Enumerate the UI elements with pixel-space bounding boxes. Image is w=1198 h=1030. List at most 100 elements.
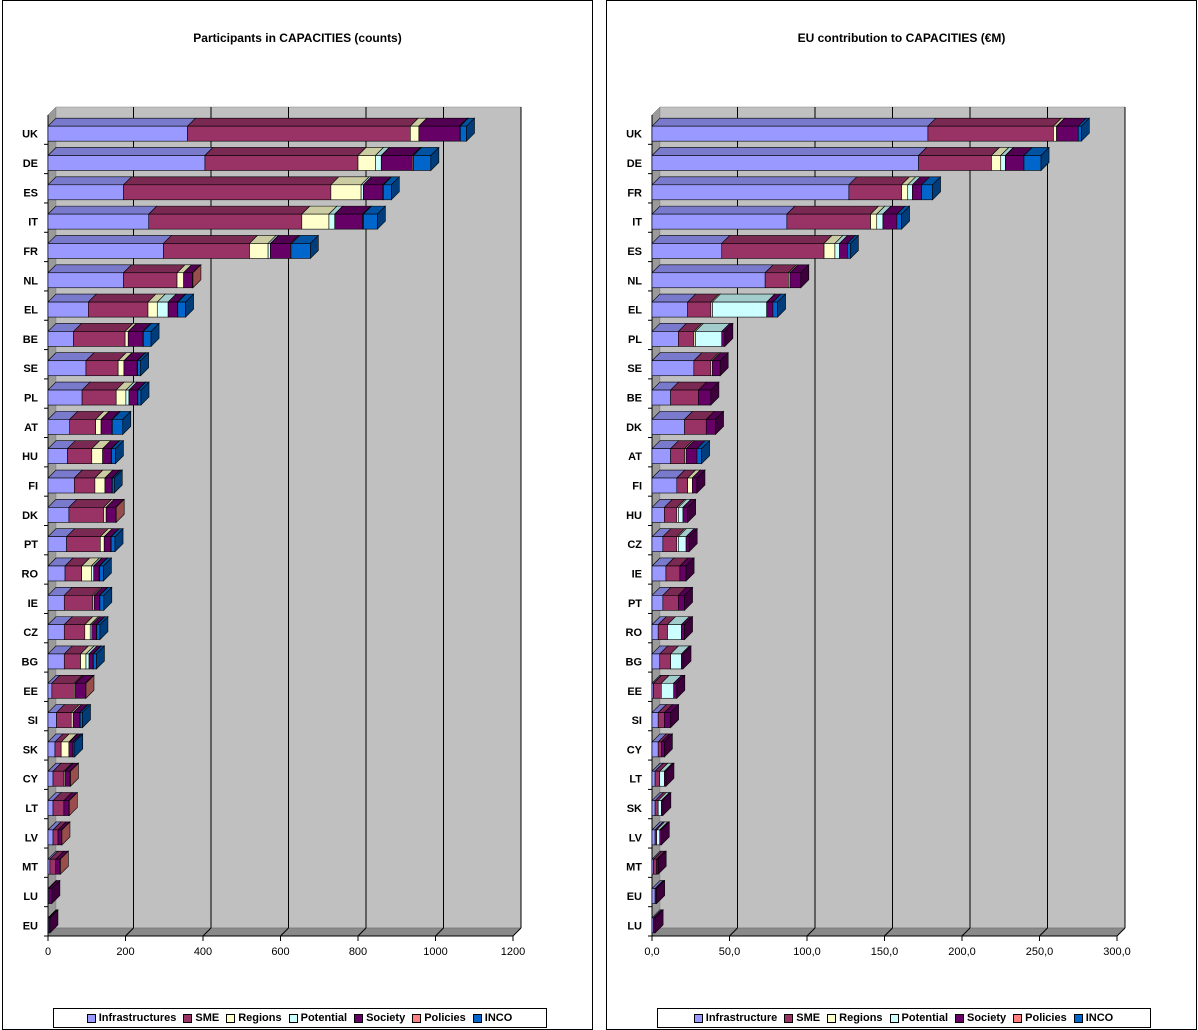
bar-segment [651,389,671,406]
bar-segment [176,272,184,289]
bar-segment [100,536,105,552]
bar-segment [103,507,107,523]
bar-end-face [682,645,692,670]
bar-segment-top [72,323,134,332]
bar-segment [204,155,359,171]
bar-segment [651,741,659,758]
gridline-depth [961,927,971,937]
bar-segment [651,800,656,816]
bar-segment [84,624,91,640]
category-label: CY [23,774,39,786]
bar-segment [918,155,992,171]
bar-segment-top [162,235,259,244]
category-label: IE [632,568,642,580]
bar-segment-top [651,176,858,186]
legend-swatch [827,1013,837,1023]
category-label: EU [627,891,642,903]
category-label: EU [23,920,38,932]
bar-segment [73,331,126,347]
bar-end-face [377,205,386,230]
bar-segment [60,741,70,758]
bar-end-face [656,879,665,905]
bar-segment [301,213,330,230]
x-tick-label: 250,0 [1026,946,1054,958]
bar-end-face [665,762,675,787]
bar-end-face [684,586,693,612]
bar-segment [670,389,699,406]
bar-segment [896,213,902,230]
bar-segment [764,272,789,289]
x-tick-label: 600 [271,946,289,958]
legend-swatch [889,1013,899,1023]
bar-segment [69,419,96,435]
bar-end-face [49,909,59,934]
bar-segment [334,213,363,230]
bar-segment [270,243,291,259]
bar-segment [670,448,685,464]
bar-segment-top [651,264,774,274]
x-tick-label: 1000 [423,946,447,958]
bar-segment [681,624,685,640]
bar-end-face [74,733,84,758]
bar-end-face [69,791,78,817]
bar-segment [80,653,87,670]
bar-segment [651,243,723,259]
bar-segment-top [651,147,928,156]
category-label: CZ [23,627,38,639]
legend-label: INCO [484,1012,513,1024]
category-label: FR [23,246,38,258]
bar-segment [91,565,95,582]
legend-label: Society [967,1012,1007,1024]
bar-segment [64,565,83,582]
bar-segment-top [47,205,158,215]
bar-segment [667,624,682,640]
bar-segment [651,565,667,582]
bar-end-face [654,909,664,934]
participants-chart-panel: Participants in CAPACITIES (counts) 0 200… [2,0,593,1030]
bar-segment [48,888,53,904]
bar-segment-top [917,147,1001,156]
bar-segment [123,272,178,289]
category-label: PL [24,393,38,405]
bar-segment-top [148,205,311,215]
bar-segment [651,477,678,494]
bar-end-face [685,557,695,582]
bar-end-face [103,557,112,582]
bar-segment [705,419,716,435]
bar-segment-top [651,352,703,362]
bar-segment [103,536,112,552]
bar-segment [693,360,712,377]
legend-label: Infrastructures [98,1012,177,1024]
bar-segment [69,741,74,758]
bar-segment [148,213,303,230]
bar-segment [66,536,101,552]
bar-segment [651,507,665,523]
bar-end-face [684,615,693,641]
bar-segment [848,184,902,201]
legend-label: Regions [839,1012,883,1024]
category-label: HU [626,510,642,522]
category-label: PL [628,334,642,346]
x-tick-label: 200 [116,946,134,958]
bar-segment [137,360,141,377]
bar-segment [267,243,271,259]
bar-end-face [185,293,194,318]
bar-segment [651,770,656,787]
bar-segment [653,858,657,875]
bar-segment [96,624,101,640]
bar-segment [651,448,671,464]
bar-segment [927,125,1054,142]
bar-segment [102,448,112,464]
bar-segment [651,125,929,142]
bar-segment [112,419,124,435]
legend-swatch [288,1013,298,1023]
legend-swatch [1073,1013,1083,1023]
bar-segment [143,331,152,347]
bar-segment [54,741,62,758]
bar-segment [91,624,97,640]
category-label: EL [628,305,642,317]
gridline-depth [280,927,289,937]
bar-end-face [391,176,400,201]
bar-segment-top [47,176,133,186]
category-label: UK [22,129,38,141]
